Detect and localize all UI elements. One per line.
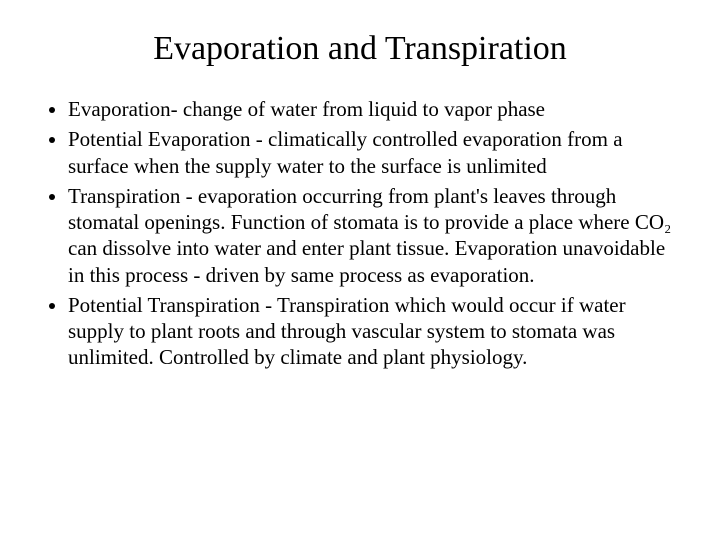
list-item: Potential Transpiration - Transpiration …	[68, 292, 680, 371]
slide-container: Evaporation and Transpiration Evaporatio…	[0, 0, 720, 540]
list-item: Potential Evaporation - climatically con…	[68, 126, 680, 179]
list-item: Transpiration - evaporation occurring fr…	[68, 183, 680, 288]
bullet-list: Evaporation- change of water from liquid…	[40, 96, 680, 371]
slide-title: Evaporation and Transpiration	[40, 30, 680, 68]
list-item: Evaporation- change of water from liquid…	[68, 96, 680, 122]
